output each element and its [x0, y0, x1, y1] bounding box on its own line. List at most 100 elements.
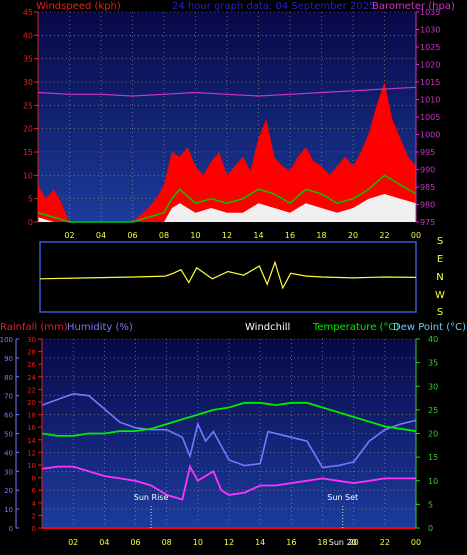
wind-left-tick-label: 45 [23, 8, 33, 17]
sun-midday-label: Sun 20 [329, 538, 357, 547]
temperature-x-tick-label: 04 [99, 538, 109, 547]
temperature-right-tick-label: 0 [428, 524, 433, 533]
humidity-axis-label: Humidity (%) [67, 322, 133, 333]
temperature-right-tick-label: 40 [428, 335, 438, 344]
wind-x-tick-label: 20 [348, 231, 358, 240]
barometer-right-tick-label: 1010 [420, 96, 440, 105]
temperature-series-group [41, 392, 417, 529]
temperature-x-tick-label: 12 [224, 538, 234, 547]
temperature-right-tick-label: 30 [428, 382, 438, 391]
temperature-x-tick-label: 02 [68, 538, 78, 547]
barometer-right-tick-label: 985 [420, 183, 435, 192]
barometer-right-tick-label: 1035 [420, 8, 440, 17]
temperature-x-tick-label: 14 [255, 538, 265, 547]
wind-x-tick-label: 16 [285, 231, 295, 240]
wind-left-tick-label: 10 [23, 171, 33, 180]
wind-left-tick-label: 35 [23, 55, 33, 64]
humidity-left-tick-label: 10 [4, 506, 13, 514]
temperature-right-tick-label: 10 [428, 477, 438, 486]
rain-left-tick-label: 0 [32, 525, 36, 533]
wind-x-tick-label: 08 [159, 231, 169, 240]
rain-left-tick-label: 10 [27, 462, 36, 470]
wind-left-ticks: 0 5 10 15 20 25 30 35 40 45 [23, 8, 38, 227]
sun-set-label: Sun Set [327, 493, 358, 502]
wind-series-group [37, 82, 417, 223]
humidity-left-tick-label: 90 [4, 355, 13, 363]
chart-title: 24 hour graph data: 04 September 2025 [172, 1, 375, 12]
direction-label-n: N [436, 272, 443, 283]
rain-left-tick-label: 18 [27, 412, 36, 420]
temperature-right-tick-label: 15 [428, 453, 438, 462]
barometer-right-tick-label: 1000 [420, 131, 440, 140]
direction-label-s: S [437, 307, 443, 318]
wind-x-tick-label: 10 [190, 231, 200, 240]
wind-x-tick-label: 02 [64, 231, 74, 240]
direction-label-e: E [437, 254, 443, 265]
barometer-right-tick-label: 1020 [420, 61, 440, 70]
wind-x-tick-label: 18 [316, 231, 326, 240]
temperature-x-tick-label: 00 [411, 538, 421, 547]
wind-x-tick-label: 22 [379, 231, 389, 240]
temperature-line [41, 401, 417, 437]
humidity-left-ticks: 0 10 20 30 40 50 60 70 80 90 100 [0, 336, 19, 533]
barometer-right-tick-label: 995 [420, 148, 435, 157]
direction-label-w: W [435, 290, 445, 301]
rain-left-tick-label: 26 [27, 361, 36, 369]
rain-left-tick-label: 2 [32, 512, 36, 520]
humidity-left-tick-label: 50 [4, 431, 13, 439]
wind-x-tick-label: 00 [411, 231, 421, 240]
wind-left-tick-label: 15 [23, 148, 33, 157]
humidity-left-tick-label: 20 [4, 487, 13, 495]
rain-left-tick-label: 20 [27, 399, 36, 407]
wind-direction-line [39, 260, 417, 290]
wind-x-tick-label: 06 [127, 231, 137, 240]
humidity-left-tick-label: 70 [4, 393, 13, 401]
wind-left-tick-label: 5 [28, 195, 33, 204]
humidity-left-tick-label: 60 [4, 412, 13, 420]
barometer-axis-label: Barometer (hpa) [372, 1, 455, 12]
temperature-x-tick-label: 18 [317, 538, 327, 547]
temperature-x-tick-label: 22 [380, 538, 390, 547]
temperature-axis-label: Temperature (°C) [312, 322, 399, 333]
wind-x-tick-label: 14 [253, 231, 263, 240]
wind-left-tick-label: 40 [23, 31, 33, 40]
temperature-right-tick-label: 5 [428, 500, 433, 509]
rain-left-tick-label: 14 [27, 437, 36, 445]
barometer-right-tick-label: 990 [420, 166, 435, 175]
barometer-right-tick-label: 1005 [420, 113, 440, 122]
barometer-line [37, 86, 417, 97]
humidity-left-tick-label: 80 [4, 374, 13, 382]
wind-x-tick-label: 12 [222, 231, 232, 240]
barometer-right-tick-label: 975 [420, 218, 435, 227]
temperature-right-tick-label: 25 [428, 406, 438, 415]
direction-label-s: S [437, 236, 443, 247]
temperature-right-ticks: 0 5 10 15 20 25 30 35 40 [416, 335, 438, 533]
temperature-x-tick-label: 08 [162, 538, 172, 547]
wind-avg-line [37, 174, 417, 223]
rainfall-axis-label: Rainfall (mm) [0, 322, 68, 333]
wind-left-tick-label: 25 [23, 101, 33, 110]
barometer-right-tick-label: 1030 [420, 26, 440, 35]
temperature-x-tick-label: 20 [349, 538, 359, 547]
rain-left-tick-label: 30 [27, 336, 36, 344]
barometer-right-ticks: 975 980 985 990 995 1000 1005 1010 1015 1020 1025 1… [416, 8, 440, 227]
wind-left-tick-label: 20 [23, 125, 33, 134]
temperature-x-tick-label: 06 [130, 538, 140, 547]
wind-left-tick-label: 30 [23, 78, 33, 87]
humidity-left-tick-label: 30 [4, 468, 13, 476]
wind-left-tick-label: 0 [28, 218, 33, 227]
barometer-right-tick-label: 1025 [420, 43, 440, 52]
humidity-line [41, 392, 417, 469]
humidity-left-tick-label: 100 [0, 336, 13, 344]
wind-min-area [38, 194, 416, 222]
temperature-x-tick-label: 10 [193, 538, 203, 547]
barometer-right-tick-label: 1015 [420, 78, 440, 87]
rain-left-tick-label: 22 [27, 386, 36, 394]
direction-panel [39, 241, 417, 313]
rain-left-tick-label: 12 [27, 449, 36, 457]
windspeed-axis-label: Windspeed (kph) [36, 1, 121, 12]
windchill-legend-label: Windchill [245, 322, 290, 333]
rain-left-tick-label: 24 [27, 374, 36, 382]
temperature-x-tick-label: 16 [286, 538, 296, 547]
